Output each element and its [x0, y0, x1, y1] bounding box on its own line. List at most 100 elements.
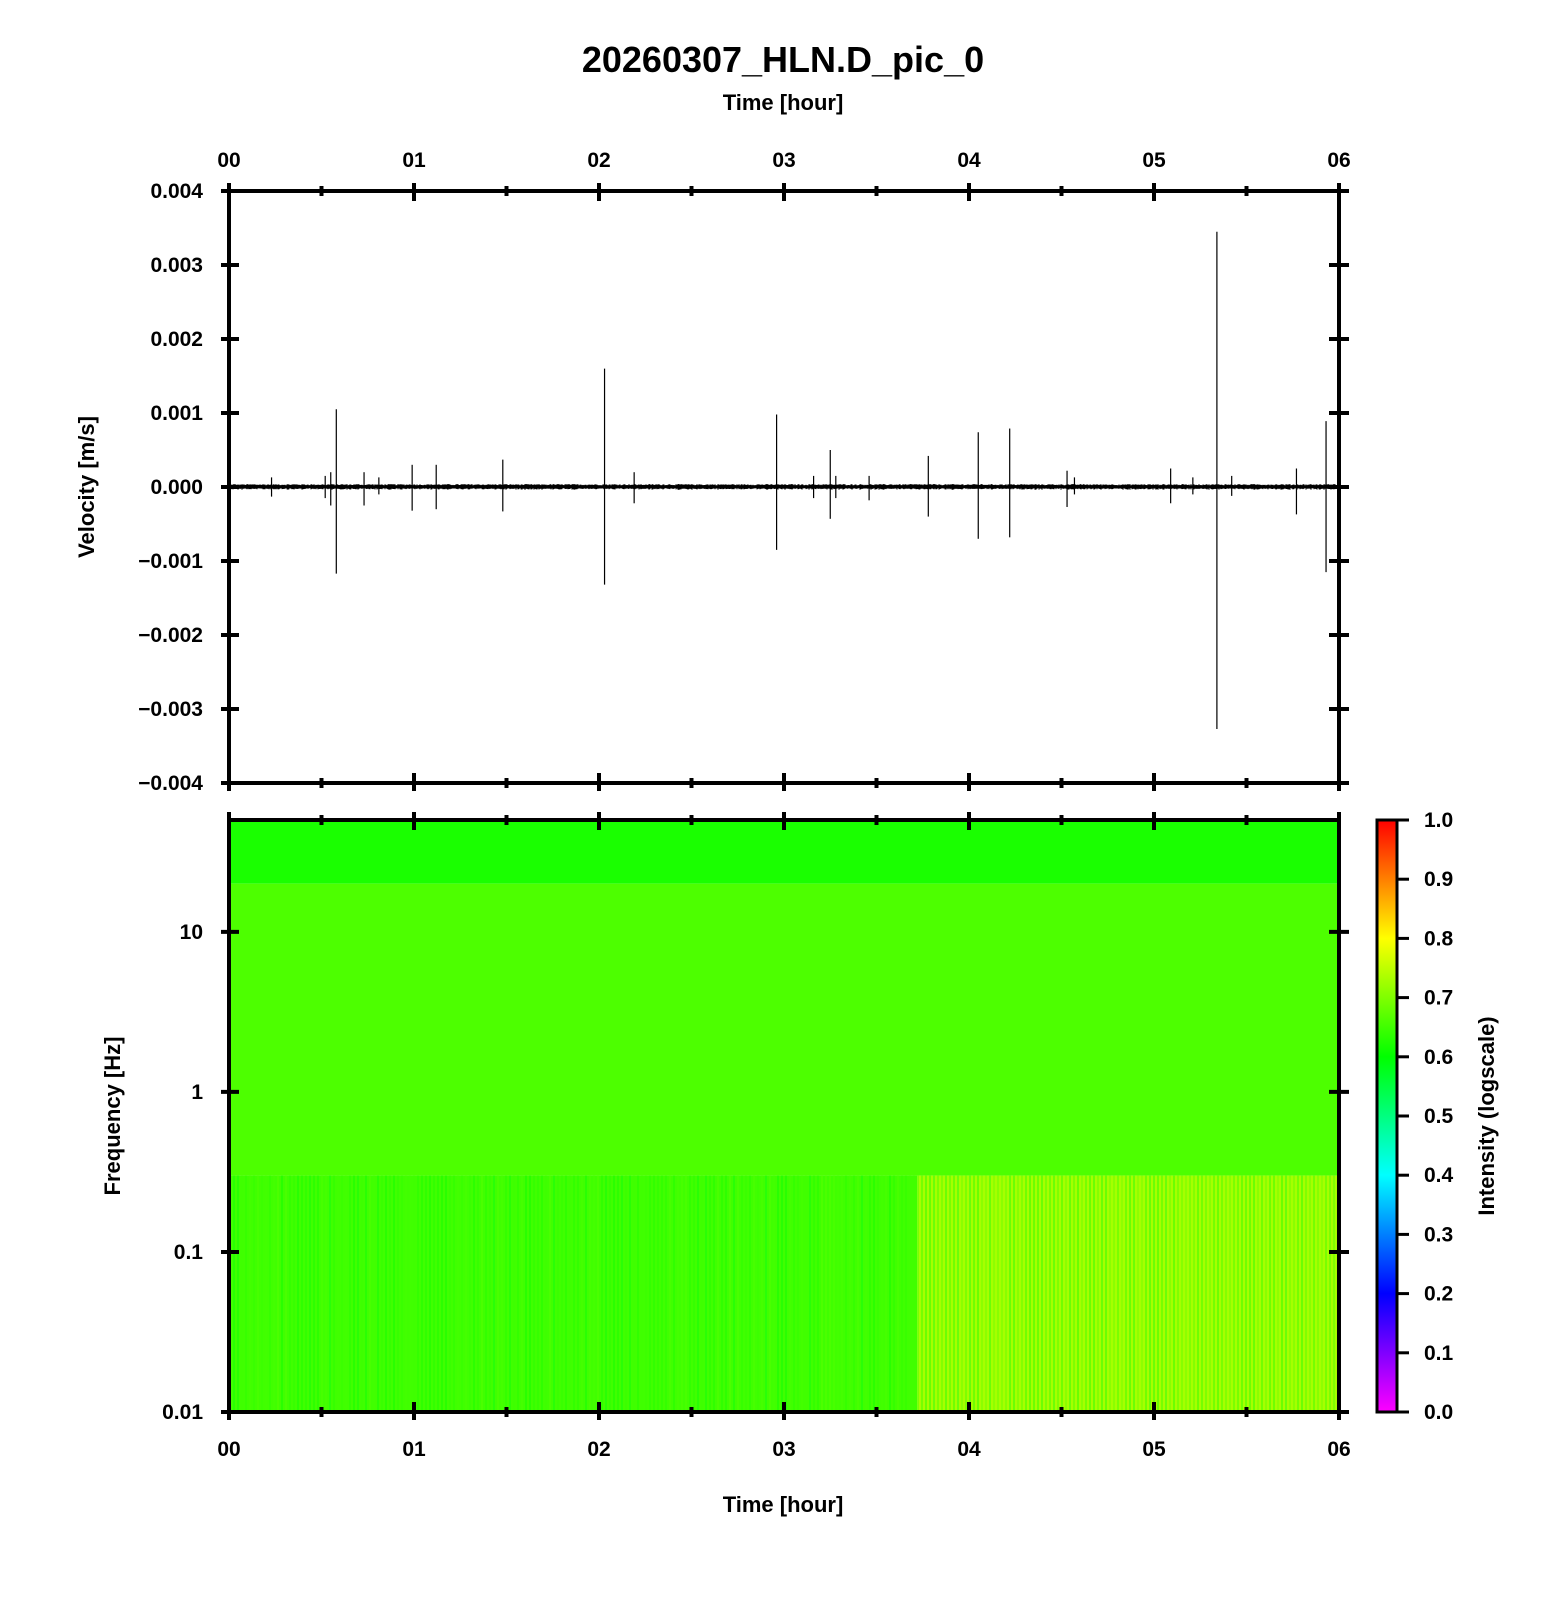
- spectrogram-column: [445, 1175, 447, 1412]
- wave-x-tick-label: 03: [772, 149, 795, 172]
- spectrogram-column: [657, 1175, 659, 1412]
- spectrogram-column: [1301, 1175, 1303, 1412]
- spectrogram-column: [861, 1175, 863, 1412]
- spectrogram-column: [881, 1175, 883, 1412]
- spectrogram-column: [505, 1175, 507, 1412]
- spectrogram-column: [1053, 1175, 1055, 1412]
- spectrogram-column: [1313, 1175, 1315, 1412]
- spectrogram-column: [905, 1175, 907, 1412]
- spectrogram-column: [745, 1175, 747, 1412]
- spectrogram-column: [449, 1175, 451, 1412]
- spectrogram-column: [1137, 1175, 1139, 1412]
- spectrogram-column: [1109, 1175, 1111, 1412]
- spectrogram-column: [1217, 1175, 1219, 1412]
- spectrogram-column: [1153, 1175, 1155, 1412]
- spectrogram-column: [1029, 1175, 1031, 1412]
- spectrogram-column: [441, 1175, 443, 1412]
- spectrogram-column: [1089, 1175, 1091, 1412]
- spectrogram-column: [425, 1175, 427, 1412]
- spectrogram-column: [729, 1175, 731, 1412]
- spectrogram-column: [1293, 1175, 1295, 1412]
- wave-x-tick-label: 01: [402, 149, 426, 172]
- spectrogram-column: [477, 1175, 479, 1412]
- spectrogram-column: [985, 1175, 987, 1412]
- spectrogram-column: [885, 1175, 887, 1412]
- spectrogram-column: [1009, 1175, 1011, 1412]
- spectrogram-heatmap: [229, 820, 1339, 1412]
- spectrogram-column: [265, 1175, 267, 1412]
- colorbar-tick-label: 0.7: [1424, 987, 1453, 1010]
- spectrogram-column: [761, 1175, 763, 1412]
- spectrogram-column: [705, 1175, 707, 1412]
- spectrogram-column: [401, 1175, 403, 1412]
- spectrogram-column: [805, 1175, 807, 1412]
- wave-y-tick-label: 0.003: [150, 254, 203, 277]
- spectrogram-column: [933, 1175, 935, 1412]
- spectrogram-column: [341, 1175, 343, 1412]
- spectrogram-column: [253, 1175, 255, 1412]
- spectrogram-column: [237, 1175, 239, 1412]
- colorbar-tick-label: 0.5: [1424, 1105, 1454, 1128]
- spectrogram-column: [901, 1175, 903, 1412]
- spectrogram-column: [469, 1175, 471, 1412]
- spectrogram-column: [801, 1175, 803, 1412]
- spectrogram-column: [709, 1175, 711, 1412]
- spectrogram-column: [733, 1175, 735, 1412]
- spectrogram-column: [753, 1175, 755, 1412]
- spectrogram-column: [1005, 1175, 1007, 1412]
- wave-y-tick-label: −0.003: [138, 698, 203, 721]
- spectrogram-column: [333, 1175, 335, 1412]
- spec-y-tick-label: 0.01: [162, 1401, 203, 1424]
- spectrogram-column: [681, 1175, 683, 1412]
- top-x-axis-label: Time [hour]: [723, 90, 844, 115]
- spectrogram-column: [1045, 1175, 1047, 1412]
- spectrogram-column: [397, 1175, 399, 1412]
- spectrogram-column: [1241, 1175, 1243, 1412]
- spectrogram-column: [677, 1175, 679, 1412]
- spectrogram-column: [653, 1175, 655, 1412]
- spectrogram-column: [1117, 1175, 1119, 1412]
- spectrogram-column: [689, 1175, 691, 1412]
- spectrogram-column: [1013, 1175, 1015, 1412]
- spectrogram-column: [369, 1175, 371, 1412]
- spectrogram-column: [1309, 1175, 1311, 1412]
- spectrogram-column: [1001, 1175, 1003, 1412]
- spectrogram-column: [777, 1175, 779, 1412]
- spectrogram-column: [621, 1175, 623, 1412]
- spectrogram-column: [1333, 1175, 1335, 1412]
- spectrogram-column: [305, 1175, 307, 1412]
- spectrogram-column: [769, 1175, 771, 1412]
- spec-x-tick-label: 03: [772, 1438, 795, 1461]
- spectrogram-column: [957, 1175, 959, 1412]
- spectrogram-column: [953, 1175, 955, 1412]
- spectrogram-column: [1173, 1175, 1175, 1412]
- spectrogram-column: [521, 1175, 523, 1412]
- spectrogram-column: [489, 1175, 491, 1412]
- wave-x-tick-label: 04: [957, 149, 981, 172]
- wave-y-tick-label: 0.001: [150, 402, 203, 425]
- spectrogram-column: [1121, 1175, 1123, 1412]
- spectrogram-column: [1065, 1175, 1067, 1412]
- spectrogram-column: [1329, 1175, 1331, 1412]
- wave-x-tick-label: 02: [587, 149, 610, 172]
- spectrogram-column: [757, 1175, 759, 1412]
- spectrogram-column: [1081, 1175, 1083, 1412]
- spectrogram-column: [713, 1175, 715, 1412]
- spectrogram-column: [561, 1175, 563, 1412]
- spectrogram-column: [1105, 1175, 1107, 1412]
- spec-x-tick-label: 01: [402, 1438, 426, 1461]
- spectrogram-column: [1069, 1175, 1071, 1412]
- spectrogram-column: [809, 1175, 811, 1412]
- spectrogram-column: [937, 1175, 939, 1412]
- spectrogram-column: [437, 1175, 439, 1412]
- waveform-tick-labels: 00 01 02 03 04 05 06 0.004 0.003 0.002 0.001 0.000 −…: [138, 149, 1351, 795]
- colorbar-tick-label: 0.6: [1424, 1046, 1453, 1069]
- spectrogram-column: [617, 1175, 619, 1412]
- spectrogram-column: [233, 1175, 235, 1412]
- wave-x-tick-label: 06: [1327, 149, 1350, 172]
- spectrogram-column: [821, 1175, 823, 1412]
- spectrogram-column: [981, 1175, 983, 1412]
- spectrogram-column: [629, 1175, 631, 1412]
- spec-y-tick-label: 1: [191, 1081, 203, 1104]
